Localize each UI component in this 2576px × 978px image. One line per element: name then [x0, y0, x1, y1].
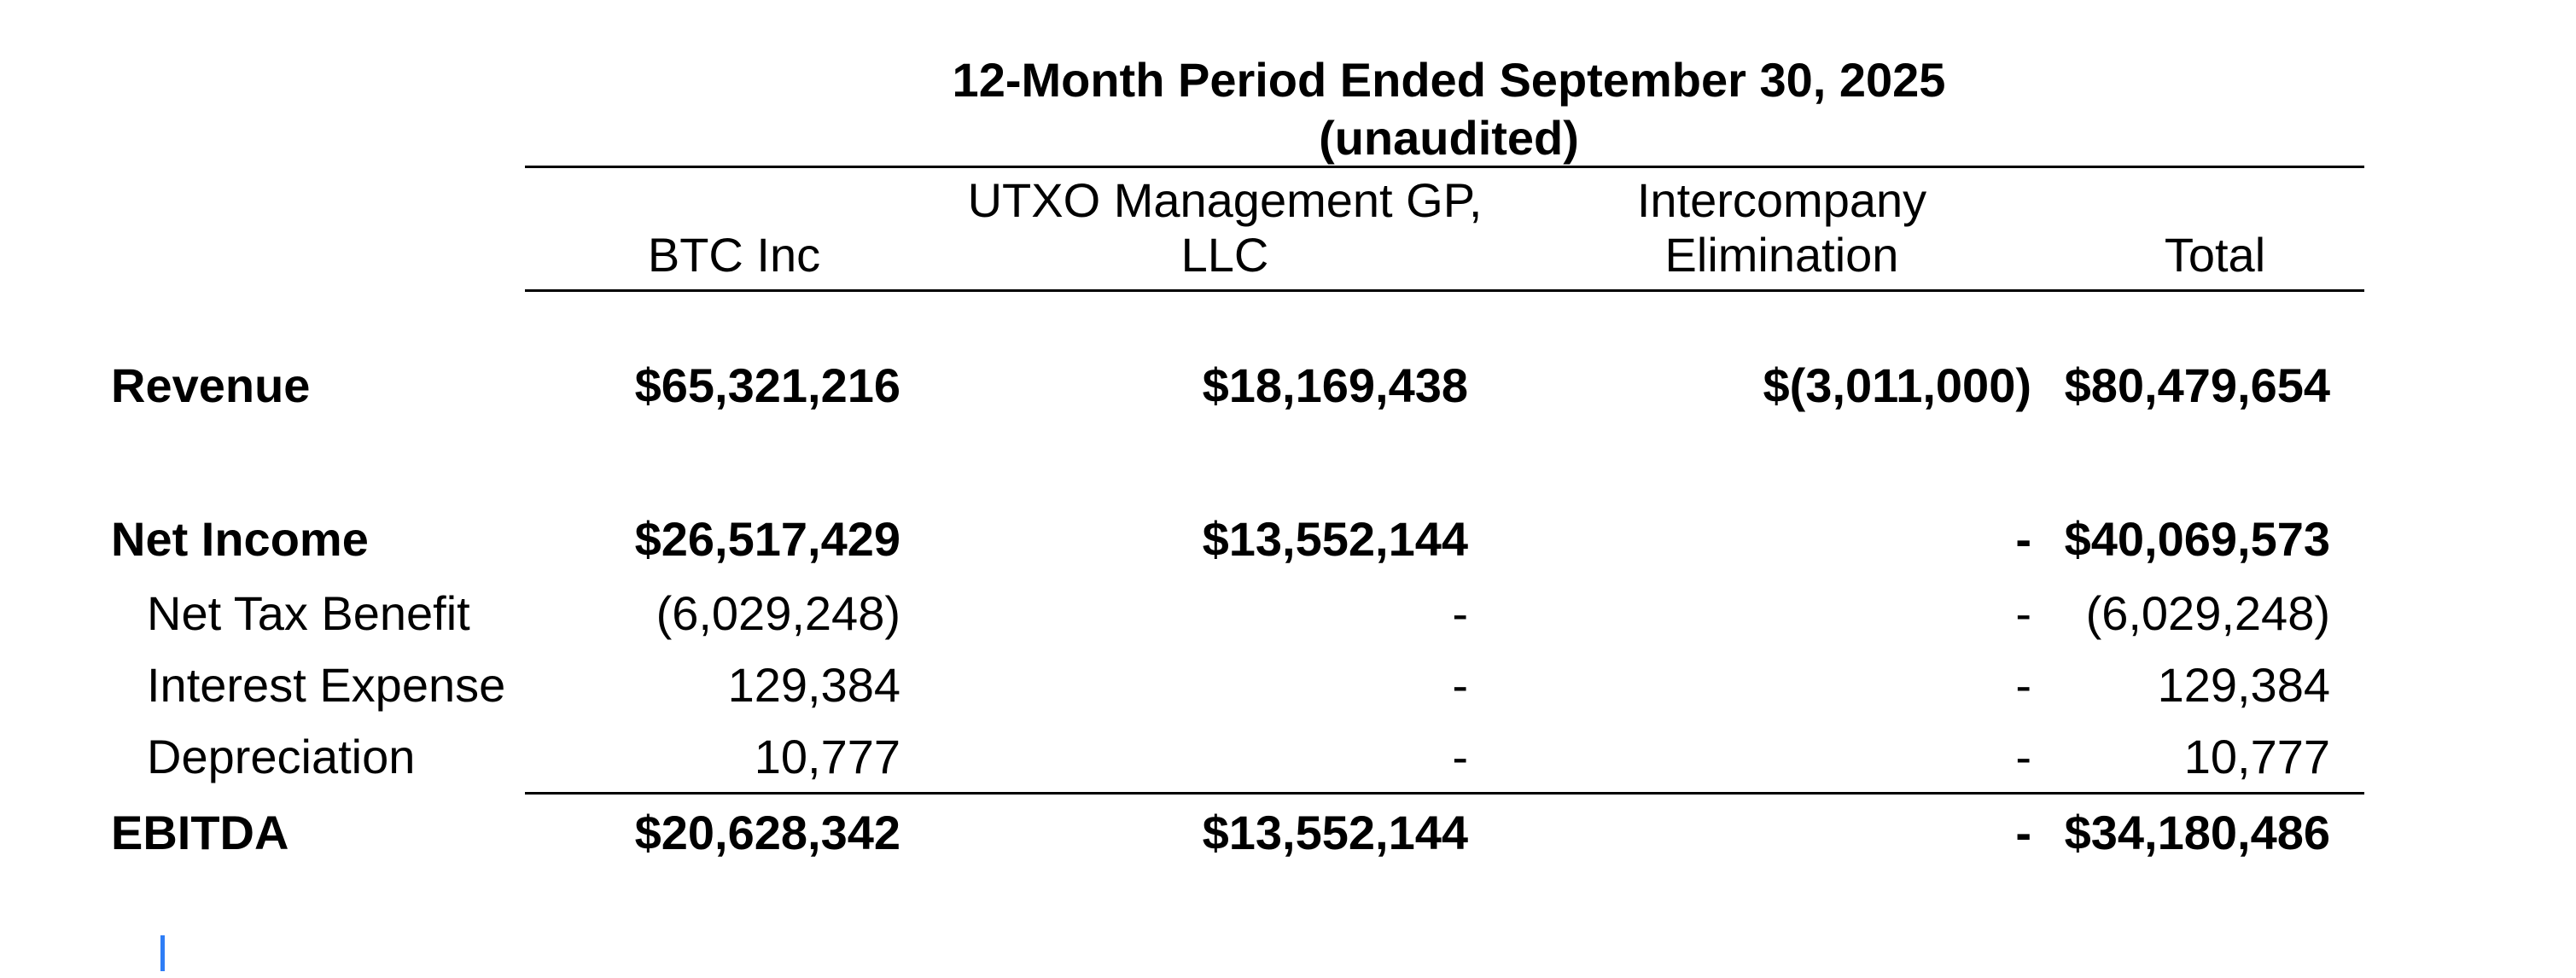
- row-label: Net Tax Benefit: [147, 585, 470, 640]
- table-title: 12-Month Period Ended September 30, 2025: [952, 53, 1946, 107]
- row-label: Net Income: [111, 511, 369, 566]
- cell-btc: (6,029,248): [656, 585, 900, 640]
- cell-intercompany: -: [2015, 585, 2031, 640]
- column-header-total-line1: Total: [2164, 228, 2266, 282]
- cell-btc: $65,321,216: [634, 358, 900, 412]
- cell-utxo: $13,552,144: [1202, 805, 1468, 859]
- column-header-utxo-line2: LLC: [1180, 228, 1269, 282]
- cell-total: $80,479,654: [2064, 358, 2330, 412]
- spacer: [111, 432, 2373, 500]
- cell-intercompany: -: [2015, 805, 2031, 859]
- cell-btc: $26,517,429: [634, 511, 900, 566]
- column-header-total: Total: [2057, 228, 2373, 289]
- cell-total: (6,029,248): [2085, 585, 2330, 640]
- table-header-row: BTC Inc UTXO Management GP, LLC Intercom…: [111, 168, 2373, 289]
- row-label: Interest Expense: [147, 657, 506, 712]
- spacer: [111, 292, 2373, 338]
- cell-total: 129,384: [2157, 657, 2330, 712]
- header-underline-rule: [525, 289, 2364, 292]
- text-cursor-caret: [160, 935, 165, 971]
- cell-utxo: $13,552,144: [1202, 511, 1468, 566]
- cell-btc: 129,384: [727, 657, 900, 712]
- table-subtitle: (unaudited): [1319, 111, 1579, 165]
- cell-intercompany: -: [2015, 657, 2031, 712]
- cell-utxo: -: [1452, 729, 1468, 783]
- table-row-net-tax-benefit: Net Tax Benefit (6,029,248) - - (6,029,2…: [111, 577, 2373, 649]
- cell-btc: $20,628,342: [634, 805, 900, 859]
- column-header-intercompany-line2: Elimination: [1664, 228, 1899, 282]
- column-header-utxo-line1: UTXO Management GP,: [967, 173, 1483, 227]
- column-header-intercompany: Intercompany Elimination: [1507, 173, 2057, 289]
- cell-utxo: -: [1452, 657, 1468, 712]
- column-header-utxo: UTXO Management GP, LLC: [943, 173, 1507, 289]
- table-row-depreciation: Depreciation 10,777 - - 10,777: [111, 720, 2373, 792]
- cell-intercompany: -: [2015, 729, 2031, 783]
- financial-table: 12-Month Period Ended September 30, 2025…: [111, 49, 2373, 870]
- table-row-interest-expense: Interest Expense 129,384 - - 129,384: [111, 649, 2373, 720]
- row-label: Revenue: [111, 358, 311, 412]
- cell-total: 10,777: [2183, 729, 2330, 783]
- cell-total: $34,180,486: [2064, 805, 2330, 859]
- column-header-btc-line1: BTC Inc: [647, 228, 821, 282]
- row-label: EBITDA: [111, 805, 289, 859]
- cell-intercompany: -: [2015, 511, 2031, 566]
- table-row-ebitda: EBITDA $20,628,342 $13,552,144 - $34,180…: [111, 795, 2373, 870]
- table-rule-top: [525, 166, 2364, 168]
- cell-total: $40,069,573: [2064, 511, 2330, 566]
- column-header-btc: BTC Inc: [525, 228, 943, 289]
- cell-utxo: $18,169,438: [1202, 358, 1468, 412]
- cell-btc: 10,777: [754, 729, 900, 783]
- table-row-net-income: Net Income $26,517,429 $13,552,144 - $40…: [111, 500, 2373, 577]
- table-row-revenue: Revenue $65,321,216 $18,169,438 $(3,011,…: [111, 338, 2373, 432]
- cell-intercompany: $(3,011,000): [1763, 358, 2031, 412]
- cell-utxo: -: [1452, 585, 1468, 640]
- row-label: Depreciation: [147, 729, 416, 783]
- subtotal-rule: [525, 792, 2364, 795]
- column-header-intercompany-line1: Intercompany: [1636, 173, 1927, 227]
